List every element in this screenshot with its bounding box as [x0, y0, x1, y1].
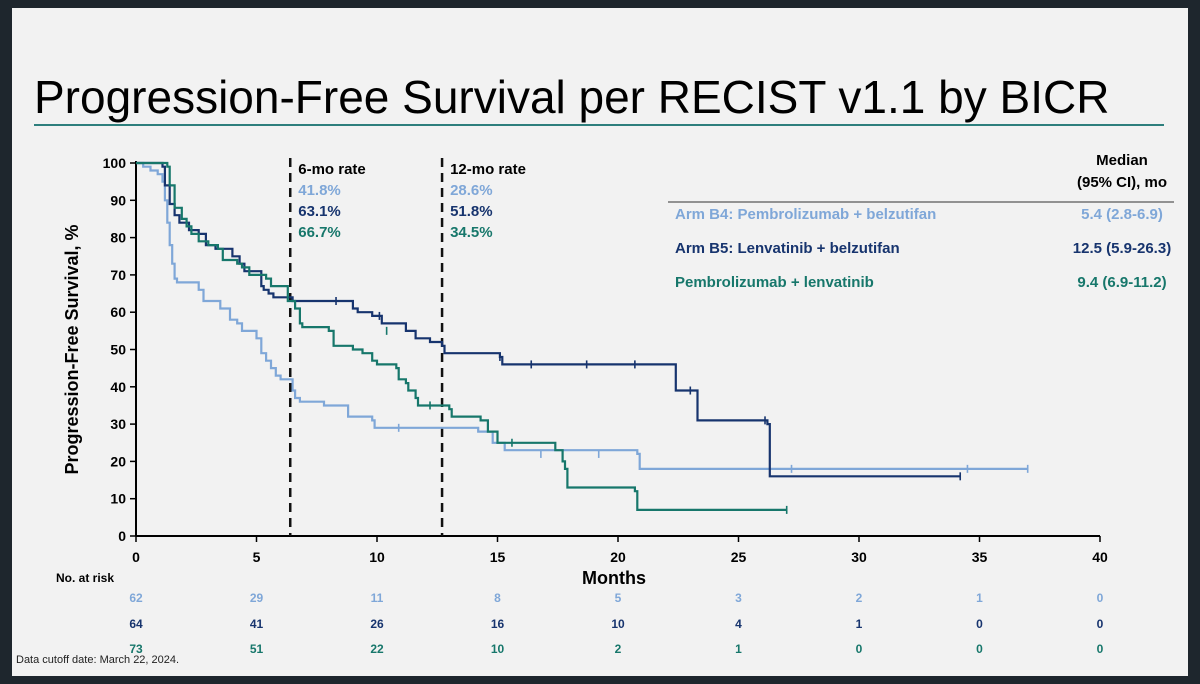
risk-count: 64: [129, 617, 143, 631]
risk-count: 2: [856, 591, 863, 605]
risk-count: 11: [371, 591, 384, 605]
y-tick-label: 40: [110, 379, 126, 395]
data-cutoff-footnote: Data cutoff date: March 22, 2024.: [16, 654, 180, 666]
y-axis-title: Progression-Free Survival, %: [62, 224, 82, 474]
risk-count: 16: [491, 617, 505, 631]
legend-entry-label: Pembrolizumab + lenvatinib: [675, 274, 874, 291]
legend-entry-label: Arm B4: Pembrolizumab + belzutifan: [675, 206, 936, 223]
x-tick-label: 30: [851, 549, 867, 565]
x-tick-label: 20: [610, 549, 626, 565]
risk-count: 1: [856, 617, 863, 631]
y-tick-label: 80: [110, 230, 126, 246]
km-curve-series-3: [136, 161, 787, 511]
legend-header-line2: (95% CI), mo: [1077, 174, 1167, 191]
risk-count: 4: [735, 617, 742, 631]
x-tick-label: 5: [253, 549, 261, 565]
risk-count: 1: [735, 642, 742, 656]
risk-count: 0: [1097, 591, 1104, 605]
km-curve-series-1: [136, 161, 1028, 470]
risk-count: 10: [491, 642, 505, 656]
rate-value: 41.8%: [298, 182, 341, 199]
risk-count: 0: [1097, 617, 1104, 631]
risk-count: 1: [976, 591, 983, 605]
y-tick-label: 60: [110, 304, 126, 320]
risk-count: 62: [129, 591, 143, 605]
x-axis-title: Months: [582, 568, 646, 588]
x-tick-label: 35: [972, 549, 988, 565]
rate-value: 63.1%: [298, 203, 341, 220]
risk-count: 2: [615, 642, 622, 656]
x-tick-label: 15: [490, 549, 506, 565]
y-tick-label: 70: [110, 267, 126, 283]
risk-count: 0: [976, 642, 983, 656]
y-tick-label: 20: [110, 453, 126, 469]
risk-count: 0: [976, 617, 983, 631]
rate-value: 66.7%: [298, 224, 341, 241]
rate-value: 28.6%: [450, 182, 493, 199]
x-tick-label: 10: [369, 549, 385, 565]
risk-table-label: No. at risk: [56, 571, 114, 585]
rate-value: 51.8%: [450, 203, 493, 220]
title-divider: [34, 124, 1164, 126]
rate-value: 34.5%: [450, 224, 493, 241]
risk-count: 73: [129, 642, 143, 656]
legend-entry-median: 5.4 (2.8-6.9): [1081, 206, 1163, 223]
km-curve-series-2: [136, 161, 961, 478]
risk-count: 5: [615, 591, 622, 605]
slide-title: Progression-Free Survival per RECIST v1.…: [34, 71, 1110, 123]
y-tick-label: 100: [103, 155, 127, 171]
y-tick-label: 30: [110, 416, 126, 432]
y-tick-label: 90: [110, 192, 126, 208]
y-tick-label: 10: [110, 491, 126, 507]
risk-count: 10: [611, 617, 625, 631]
x-tick-label: 40: [1092, 549, 1108, 565]
risk-count: 41: [250, 617, 264, 631]
risk-count: 0: [856, 642, 863, 656]
risk-count: 26: [370, 617, 384, 631]
rate-label: 6-mo rate: [298, 161, 366, 178]
legend-entry-median: 9.4 (6.9-11.2): [1077, 274, 1166, 291]
risk-count: 22: [370, 642, 384, 656]
legend-header-line1: Median: [1096, 152, 1148, 169]
x-tick-label: 0: [132, 549, 140, 565]
risk-count: 29: [250, 591, 264, 605]
rate-label: 12-mo rate: [450, 161, 526, 178]
risk-count: 8: [494, 591, 501, 605]
risk-count: 51: [250, 642, 264, 656]
x-tick-label: 25: [731, 549, 747, 565]
slide: Progression-Free Survival per RECIST v1.…: [12, 8, 1188, 676]
legend-entry-median: 12.5 (5.9-26.3): [1073, 240, 1171, 257]
y-tick-label: 0: [118, 528, 126, 544]
risk-count: 0: [1097, 642, 1104, 656]
y-tick-label: 50: [110, 342, 126, 358]
legend-entry-label: Arm B5: Lenvatinib + belzutifan: [675, 240, 900, 257]
risk-count: 3: [735, 591, 742, 605]
